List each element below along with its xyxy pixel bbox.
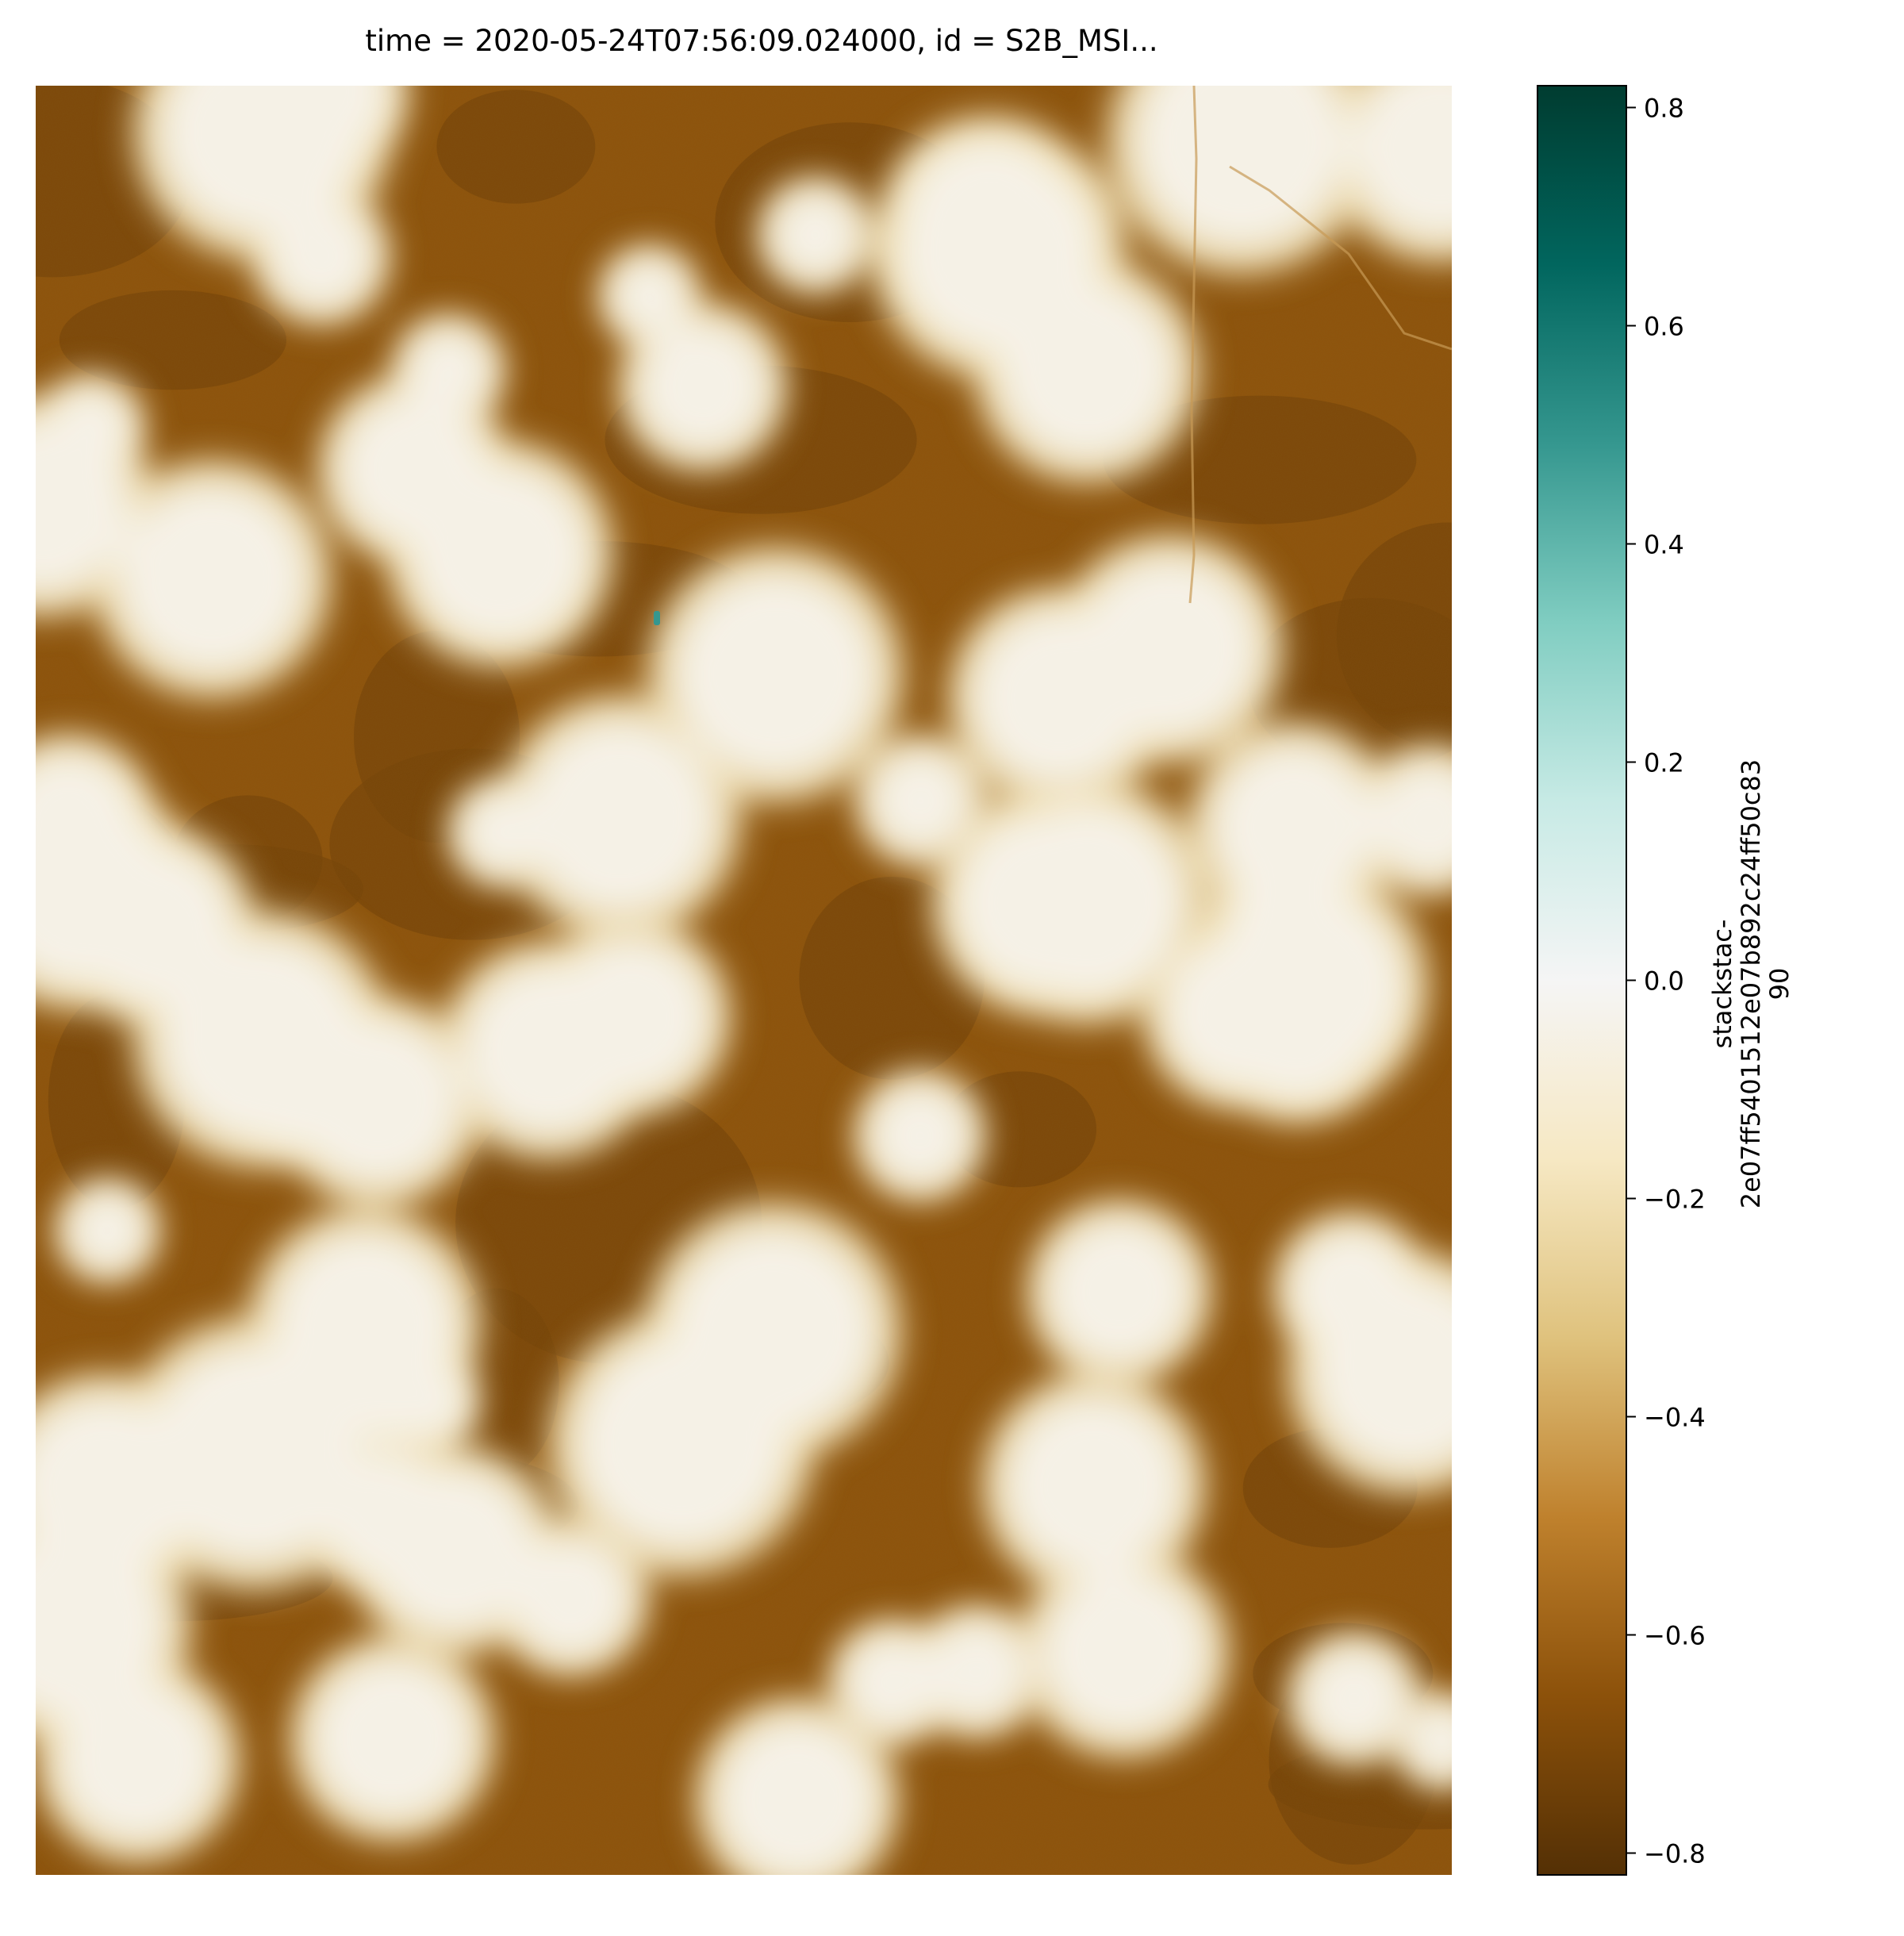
colorbar-tick-label: −0.4 — [1644, 1403, 1706, 1433]
cloud — [509, 1536, 633, 1660]
cloud — [67, 1189, 148, 1272]
colorbar-tick-label: −0.8 — [1644, 1839, 1706, 1869]
cloud — [1004, 1395, 1184, 1575]
cloud — [575, 1337, 789, 1550]
cloud — [267, 201, 376, 310]
cloud — [716, 1718, 879, 1875]
colorbar-tick-label: 0.8 — [1644, 94, 1684, 124]
cloud — [271, 1231, 458, 1418]
cloud — [1134, 86, 1349, 248]
cloud — [609, 256, 689, 336]
plot-title: time = 2020-05-24T07:56:09.024000, id = … — [365, 24, 1158, 58]
cloud — [635, 320, 770, 454]
cloud — [117, 483, 308, 674]
colorbar-tick-label: −0.2 — [1644, 1185, 1706, 1215]
cloud — [522, 719, 717, 914]
cloud — [310, 1657, 474, 1821]
colorbar: 0.8 0.6 0.4 0.2 0.0 −0.2 −0.4 −0.6 −0.8 — [1537, 85, 1706, 1876]
cloud — [869, 749, 972, 852]
colorbar-ticks: 0.8 0.6 0.4 0.2 0.0 −0.2 −0.4 −0.6 −0.8 — [1626, 94, 1706, 1869]
cloud — [1046, 1218, 1193, 1366]
cloud — [1311, 1274, 1452, 1470]
cloud — [244, 86, 390, 165]
colorbar-label-line-2: 2e07ff5401512e07b892c24ff50c83 — [1736, 759, 1766, 1209]
cloud — [1210, 743, 1377, 911]
cloud — [1078, 557, 1261, 740]
cloud — [1404, 1703, 1452, 1779]
heatmap-image — [36, 86, 1452, 1875]
colorbar-tick-label: 0.0 — [1644, 966, 1684, 997]
cloud — [405, 326, 493, 415]
cloud — [1349, 86, 1452, 240]
cloud — [673, 572, 878, 778]
road-line — [1188, 86, 1452, 604]
colorbar-gradient — [1537, 85, 1627, 1876]
colorbar-tick-label: 0.6 — [1644, 312, 1684, 342]
water-pixel — [654, 611, 660, 625]
cloud — [868, 1084, 972, 1188]
cloud — [74, 846, 235, 1007]
cloud — [36, 751, 137, 891]
colorbar-tick-label: 0.2 — [1644, 748, 1684, 778]
cloud — [1162, 937, 1315, 1090]
cloud — [986, 163, 1065, 242]
cloud — [988, 803, 1185, 1000]
cloud — [924, 1619, 1029, 1724]
colorbar-label: stackstac- 2e07ff5401512e07b892c24ff50c8… — [1707, 32, 1827, 1936]
cloud — [1301, 1646, 1407, 1752]
cloud-core-layer — [36, 86, 1452, 1875]
cloud — [337, 394, 489, 545]
colorbar-label-line-3: 90 — [1764, 967, 1795, 1001]
cloud — [36, 1530, 167, 1722]
cloud — [770, 190, 861, 281]
colorbar-tick-label: −0.6 — [1644, 1621, 1706, 1651]
cloud — [462, 963, 636, 1138]
cloud — [1039, 1568, 1208, 1737]
colorbar-tick-label: 0.4 — [1644, 530, 1684, 560]
colorbar-label-line-1: stackstac- — [1707, 919, 1737, 1049]
cloud — [144, 1343, 364, 1563]
cloud — [1370, 760, 1452, 879]
cloud — [843, 1633, 942, 1732]
cloud — [56, 1679, 220, 1842]
cloud — [48, 386, 133, 471]
cloud — [321, 1450, 451, 1581]
cloud — [241, 1049, 344, 1151]
cloud — [451, 548, 530, 627]
